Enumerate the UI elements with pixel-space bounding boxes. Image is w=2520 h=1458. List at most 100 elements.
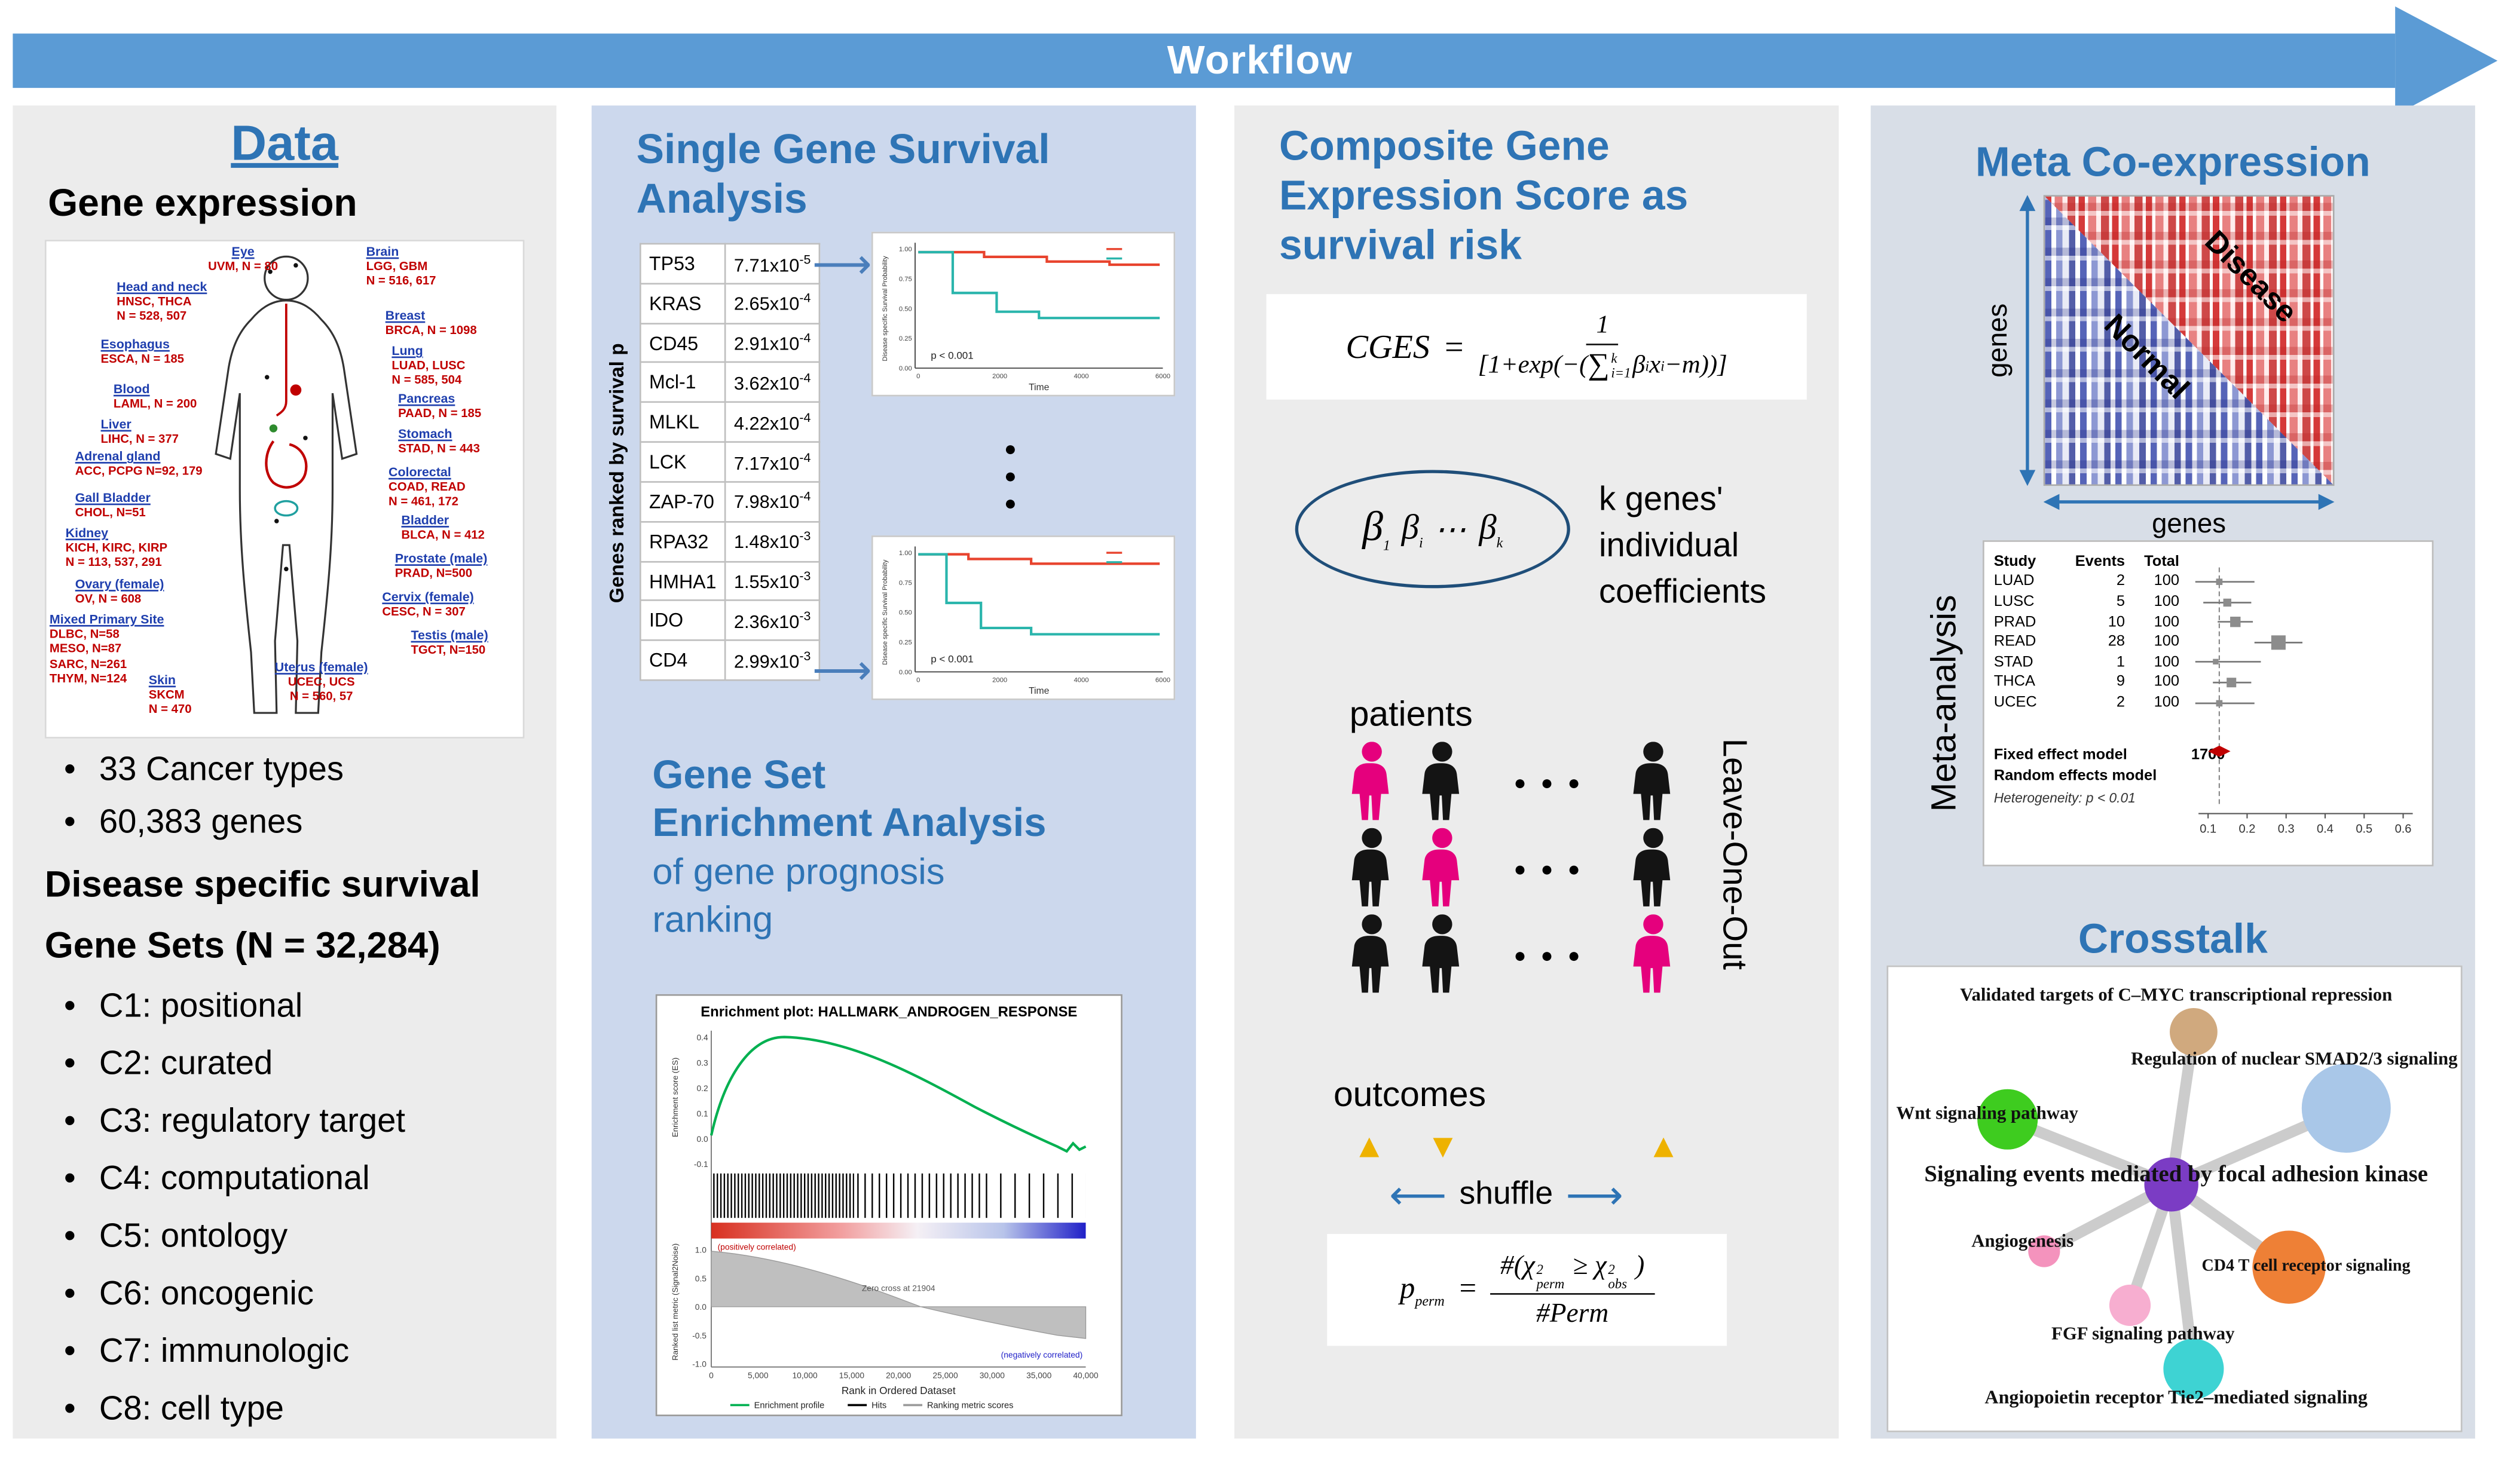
svg-text:6000: 6000 (1155, 676, 1170, 684)
list-item: C4: computational (61, 1160, 405, 1199)
gsea-title: Enrichment plot: HALLMARK_ANDROGEN_RESPO… (701, 1004, 1077, 1020)
anatomy-label-skin: Skin SKCM N = 470 (148, 673, 192, 717)
anatomy-label-breast: Breast BRCA, N = 1098 (385, 308, 477, 338)
anatomy-label-bladder: Bladder BLCA, N = 412 (401, 513, 485, 543)
svg-text:0.6: 0.6 (2395, 823, 2412, 836)
anatomy-label-mixed-site: Mixed Primary Site DLBC, N=58 MESO, N=87… (49, 612, 164, 686)
svg-text:40,000: 40,000 (1073, 1371, 1099, 1380)
gene-sets-heading: Gene Sets (N = 32,284) (44, 924, 441, 966)
anatomy-label-uterus: Uterus (female) UCEC, UCS N = 560, 57 (274, 660, 368, 705)
gene-expression-heading: Gene expression (48, 182, 357, 226)
anatomy-label-liver: Liver LIHC, N = 377 (100, 417, 179, 446)
gsea-zero-cross: Zero cross at 21904 (862, 1284, 935, 1292)
patient-icon (1417, 914, 1468, 994)
table-row: TP53 7.71x10-5 (639, 243, 821, 284)
list-item: C5: ontology (61, 1218, 405, 1256)
list-item: C1: positional (61, 988, 405, 1026)
table-row: KRAS 2.65x10-4 (639, 283, 821, 324)
workflow-arrow-head-icon (2395, 6, 2498, 115)
cges-title: Composite Gene Expression Score as survi… (1279, 121, 1689, 269)
node-smad-label: Regulation of nuclear SMAD2/3 signaling (2131, 1050, 2458, 1070)
patient-icon (1417, 742, 1468, 822)
gsea-ranked-metric-area (711, 1251, 1087, 1339)
right-arrow-icon: ⟶ (1565, 1172, 1623, 1218)
patient-icon (1628, 742, 1679, 822)
svg-text:35,000: 35,000 (1026, 1371, 1052, 1380)
shuffle-label: shuffle (1459, 1176, 1553, 1212)
dataset-stats-list: 33 Cancer types 60,383 genes (61, 751, 344, 857)
gene-set-collections-list: C1: positional C2: curated C3: regulator… (61, 988, 405, 1448)
meta-coexpression-title: Meta Co-expression (1975, 137, 2371, 186)
survival-heading: Disease specific survival (44, 863, 481, 905)
svg-text:0.4: 0.4 (2317, 823, 2334, 836)
list-item: C7: immunologic (61, 1333, 405, 1371)
svg-text:0.50: 0.50 (899, 609, 912, 617)
forest-table: Study Events Total LUAD 2 100 LUSC 5 100 PRA… (1994, 552, 2192, 713)
ellipsis-dots-icon: ●●● (1513, 856, 1595, 881)
gene-pvalue-table: TP53 7.71x10-5 KRAS 2.65x10-4 CD45 2.91x10-… (639, 243, 821, 681)
svg-text:5,000: 5,000 (748, 1371, 769, 1380)
anatomy-label-blood: Blood LAML, N = 200 (113, 382, 197, 412)
svg-text:Hits: Hits (871, 1401, 886, 1411)
node-wnt-label: Wnt signaling pathway (1896, 1104, 2078, 1124)
table-row: RPA32 1.48x10-3 (639, 520, 821, 562)
gsea-es-curve (709, 1036, 1087, 1153)
anatomy-label-brain: Brain LGG, GBM N = 516, 617 (366, 244, 436, 289)
list-item: 60,383 genes (61, 804, 344, 843)
anatomy-label-pancreas: Pancreas PAAD, N = 185 (398, 391, 482, 421)
svg-text:0.00: 0.00 (899, 669, 912, 676)
genes-x-axis-arrow-icon (2043, 494, 2335, 510)
forest-row: PRAD 10 100 (1993, 613, 2180, 631)
ellipsis-dots-icon: ●●● (1004, 436, 1017, 515)
km-ylabel: Disease specific Survival Probability (882, 559, 889, 665)
node-fak-circle (2144, 1157, 2198, 1212)
svg-text:0.3: 0.3 (2278, 823, 2295, 836)
gsea-pos-annotation: (positively correlated) (718, 1242, 796, 1251)
svg-text:10,000: 10,000 (792, 1371, 818, 1380)
km-xlabel: Time (1029, 382, 1050, 393)
node-fak-label: Signaling events mediated by focal adhes… (1924, 1162, 2428, 1188)
down-triangle-icon: ▼ (1426, 1128, 1460, 1166)
left-arrow-icon: ⟵ (1389, 1172, 1447, 1218)
table-row: MLKL 4.22x10-4 (639, 402, 821, 443)
km-pvalue: p < 0.001 (931, 350, 974, 361)
coexpression-heatmap: Disease Normal (2043, 195, 2335, 486)
ellipsis-dots-icon: ●●● (1513, 943, 1595, 967)
up-triangle-icon: ▲ (1647, 1128, 1680, 1166)
svg-text:4000: 4000 (1074, 373, 1089, 380)
leave-one-out-label: Leave-One-Out (1715, 738, 1753, 970)
gsea-metric-ylabel: Ranked list metric (Signal2Noise) (671, 1243, 680, 1361)
crosstalk-title: Crosstalk (2078, 914, 2268, 963)
svg-text:0.2: 0.2 (2239, 823, 2256, 836)
gsea-rank-gradient (711, 1223, 1086, 1239)
ellipsis-dots-icon: ●●● (1513, 770, 1595, 795)
single-gene-panel: Single Gene Survival Analysis Genes rank… (591, 105, 1196, 1439)
forest-plot: Study Events Total LUAD 2 100 LUSC 5 100 PRA… (1983, 540, 2434, 866)
table-row: Mcl-1 3.62x10-4 (639, 362, 821, 403)
coefficients-ellipse: β1 βi ⋯ βk (1295, 470, 1570, 589)
organ-marks (264, 263, 308, 572)
meta-analysis-label: Meta-analysis (1923, 595, 1964, 812)
forest-row: UCEC 2 100 (1993, 693, 2180, 712)
up-triangle-icon: ▲ (1353, 1128, 1386, 1166)
table-row: IDO 2.36x10-3 (639, 600, 821, 642)
list-item: 33 Cancer types (61, 751, 344, 789)
heatmap-x-axis-label: genes (2152, 508, 2227, 539)
data-panel-title: Data (231, 115, 339, 171)
node-cmyc-label: Validated targets of C–MYC transcription… (1960, 986, 2393, 1006)
km-ylabel: Disease specific Survival Probability (882, 256, 889, 362)
node-cd4-circle (2252, 1230, 2326, 1304)
table-row: CD4 2.99x10-3 (639, 639, 821, 681)
svg-text:0.4: 0.4 (696, 1033, 708, 1042)
single-gene-title: Single Gene Survival Analysis (636, 124, 1050, 222)
forest-row: LUSC 5 100 (1993, 593, 2180, 611)
anatomy-label-esophagus: Esophagus ESCA, N = 185 (100, 337, 185, 367)
svg-text:0.0: 0.0 (695, 1303, 707, 1312)
node-wnt-circle (1977, 1089, 2038, 1150)
svg-text:0.00: 0.00 (899, 365, 912, 372)
svg-text:2000: 2000 (992, 676, 1007, 684)
node-angiogenesis-circle (2028, 1235, 2060, 1267)
svg-text:30,000: 30,000 (980, 1371, 1005, 1380)
list-item: C2: curated (61, 1045, 405, 1083)
node-cmyc-circle (2170, 1008, 2218, 1056)
